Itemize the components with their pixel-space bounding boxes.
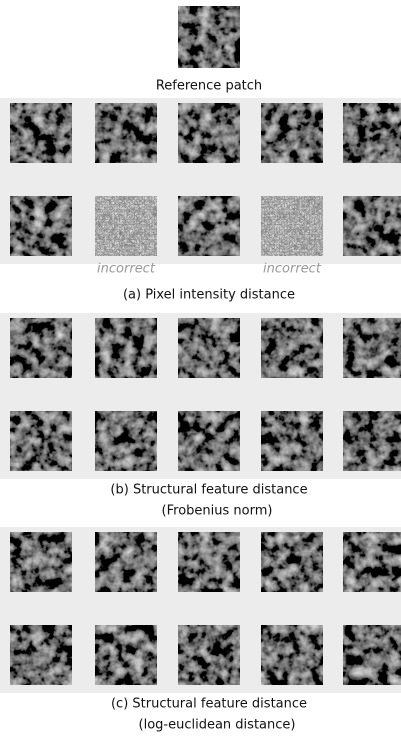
patch — [95, 196, 157, 256]
figure: Reference patch incorrect incorrect (a) Pi… — [0, 0, 401, 742]
patch — [10, 625, 72, 685]
patch — [10, 532, 72, 592]
caption: (log-euclidean distance) — [139, 718, 296, 733]
patch — [178, 196, 240, 256]
patch — [10, 196, 72, 256]
patch — [343, 411, 401, 471]
patch — [10, 318, 72, 378]
patch — [261, 625, 323, 685]
patch — [343, 103, 401, 163]
patch — [261, 196, 323, 256]
patch — [343, 196, 401, 256]
patch — [178, 103, 240, 163]
patch — [95, 532, 157, 592]
patch — [95, 318, 157, 378]
patch — [343, 318, 401, 378]
panels: incorrect incorrect (a) Pixel intensity di… — [0, 98, 401, 733]
patch — [343, 532, 401, 592]
caption: (Frobenius norm) — [162, 504, 273, 519]
patch — [343, 625, 401, 685]
caption: (c) Structural feature distance — [111, 697, 307, 712]
caption: (b) Structural feature distance — [110, 483, 307, 498]
patch — [10, 103, 72, 163]
patch — [261, 532, 323, 592]
patch — [178, 625, 240, 685]
patch — [178, 411, 240, 471]
reference-label: Reference patch — [156, 79, 262, 94]
patch — [178, 318, 240, 378]
patch — [178, 532, 240, 592]
patch — [261, 103, 323, 163]
patch — [95, 411, 157, 471]
reference-patch — [178, 6, 240, 68]
patch — [10, 411, 72, 471]
patch — [261, 411, 323, 471]
patch — [95, 103, 157, 163]
patch — [95, 625, 157, 685]
patch — [261, 318, 323, 378]
note: incorrect — [97, 262, 156, 277]
caption: (a) Pixel intensity distance — [123, 288, 295, 303]
note: incorrect — [263, 262, 322, 277]
